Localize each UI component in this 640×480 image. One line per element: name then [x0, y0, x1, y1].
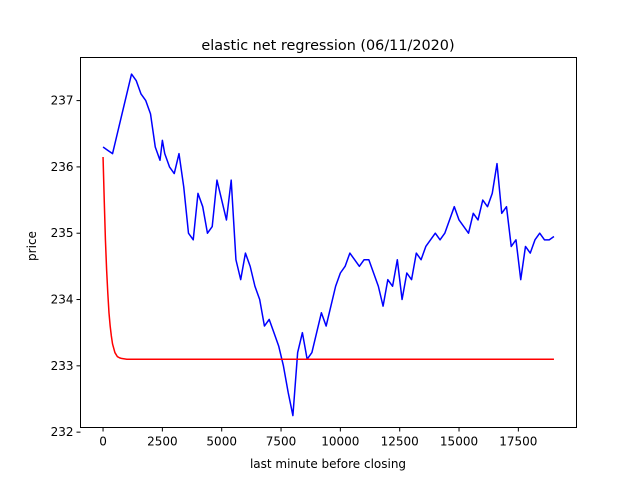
plot-frame	[80, 57, 577, 428]
y-axis: 232 233 234 235 236 237	[51, 94, 81, 439]
x-tick-label: 15000	[440, 435, 478, 449]
series-line-1	[102, 156, 554, 360]
x-tick-label: 17500	[499, 435, 537, 449]
y-tick-label: 235	[51, 226, 74, 240]
y-tick-label: 232	[51, 425, 74, 439]
x-axis-label: last minute before closing	[250, 457, 406, 471]
y-tick-label: 236	[51, 160, 74, 174]
plot-area	[102, 73, 555, 417]
chart-title: elastic net regression (06/11/2020)	[201, 38, 454, 54]
y-tick-label: 233	[51, 359, 74, 373]
x-tick-label: 12500	[381, 435, 419, 449]
y-tick-label: 237	[51, 94, 74, 108]
x-axis: 0 2500 5000 7500 10000 12500 15000 17500	[99, 427, 537, 449]
x-tick-label: 2500	[147, 435, 178, 449]
y-axis-label: price	[25, 231, 39, 261]
x-tick-label: 0	[99, 435, 107, 449]
x-tick-label: 7500	[266, 435, 297, 449]
x-tick-label: 10000	[321, 435, 359, 449]
y-tick-label: 234	[51, 293, 74, 307]
x-tick-label: 5000	[206, 435, 237, 449]
series-line-0	[102, 73, 555, 417]
